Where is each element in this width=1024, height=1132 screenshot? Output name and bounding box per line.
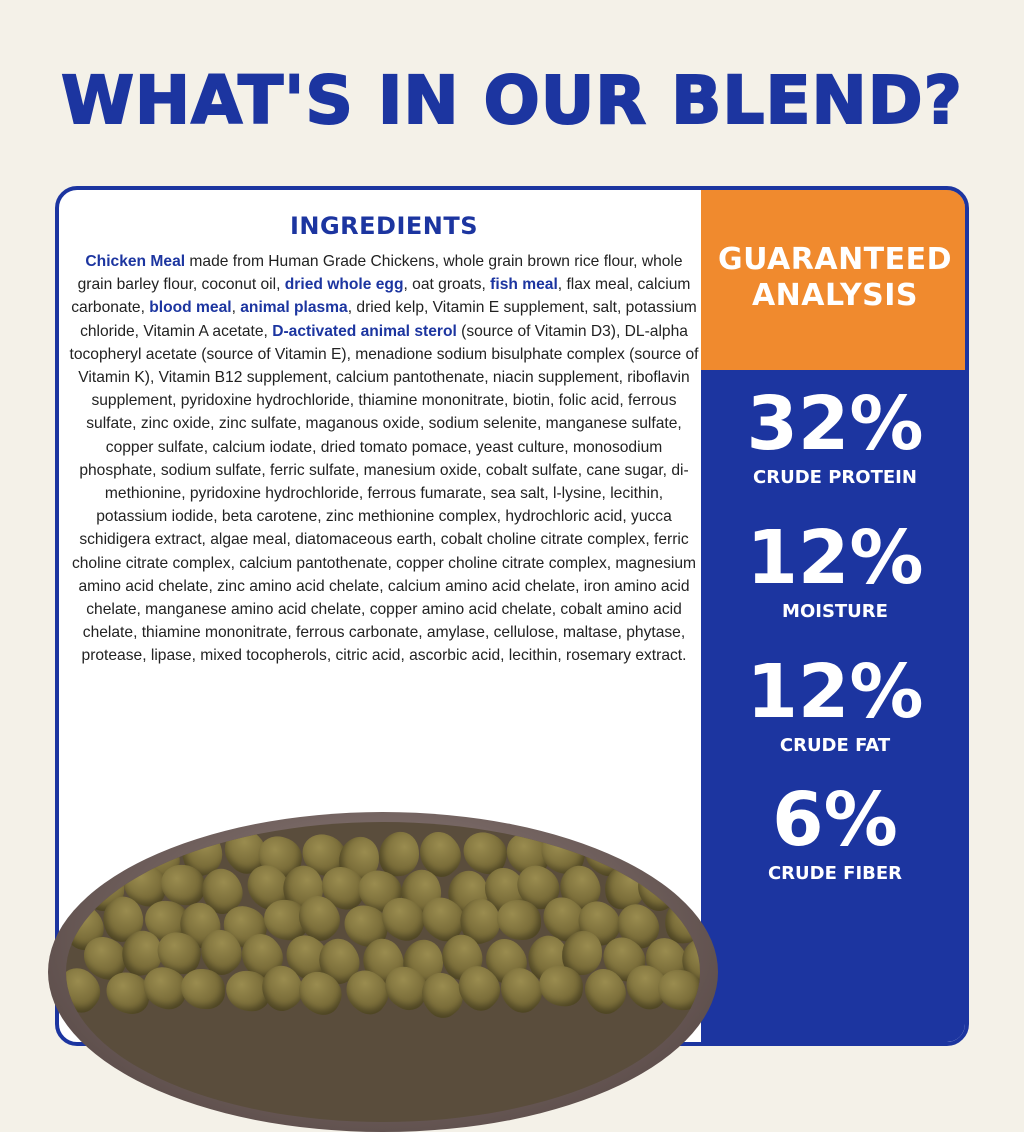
ingredient-highlight: D-activated animal sterol — [272, 322, 457, 340]
page-headline: WHAT'S IN OUR BLEND? — [60, 61, 963, 140]
ingredients-title: INGREDIENTS — [289, 212, 479, 240]
stat-moisture: 12% MOISTURE — [701, 515, 965, 624]
ingredient-text: , — [231, 299, 241, 317]
stat-value: 32% — [746, 381, 924, 467]
ingredient-highlight: Chicken Meal — [85, 253, 186, 270]
stat-value: 12% — [746, 515, 924, 601]
ingredients-section: INGREDIENTS Chicken Meal made from Human… — [69, 212, 699, 668]
stat-crude-fiber: 6% CRUDE FIBER — [701, 777, 965, 886]
stat-label: MOISTURE — [782, 601, 888, 622]
guaranteed-analysis-panel: GUARANTEED ANALYSIS 32% CRUDE PROTEIN 12… — [701, 190, 965, 1042]
ingredient-text: (source of Vitamin D3), DL-alpha tocophe… — [69, 322, 699, 665]
ingredient-highlight: blood meal — [149, 299, 232, 317]
ingredient-highlight: dried whole egg — [284, 276, 404, 294]
ingredient-text: made from Human Grade Chickens, whole gr… — [77, 253, 683, 294]
stat-value: 12% — [746, 649, 924, 735]
stat-crude-fat: 12% CRUDE FAT — [701, 649, 965, 758]
kibble-bowl-image — [48, 812, 718, 1132]
ingredient-text: , oat groats, — [403, 276, 491, 294]
stat-label: CRUDE FIBER — [767, 863, 903, 884]
stat-crude-protein: 32% CRUDE PROTEIN — [701, 381, 965, 490]
stat-label: CRUDE FAT — [779, 735, 891, 756]
ingredients-list: Chicken Meal made from Human Grade Chick… — [69, 250, 699, 668]
guaranteed-analysis-title: GUARANTEED ANALYSIS — [717, 242, 953, 313]
ingredient-text: , flax meal, calcium carbonate, — [71, 276, 691, 317]
ingredient-highlight: fish meal — [490, 276, 558, 294]
kibble-piece — [657, 969, 700, 1011]
ingredient-highlight: animal plasma — [240, 299, 348, 317]
kibble-pile — [66, 822, 700, 1122]
stat-value: 6% — [772, 777, 898, 863]
ingredient-text: , dried kelp, Vitamin E supplement, salt… — [80, 299, 697, 340]
stat-label: CRUDE PROTEIN — [753, 467, 917, 488]
guaranteed-analysis-header: GUARANTEED ANALYSIS — [701, 190, 965, 370]
kibble-piece — [497, 899, 542, 940]
kibble-piece — [180, 968, 226, 1010]
